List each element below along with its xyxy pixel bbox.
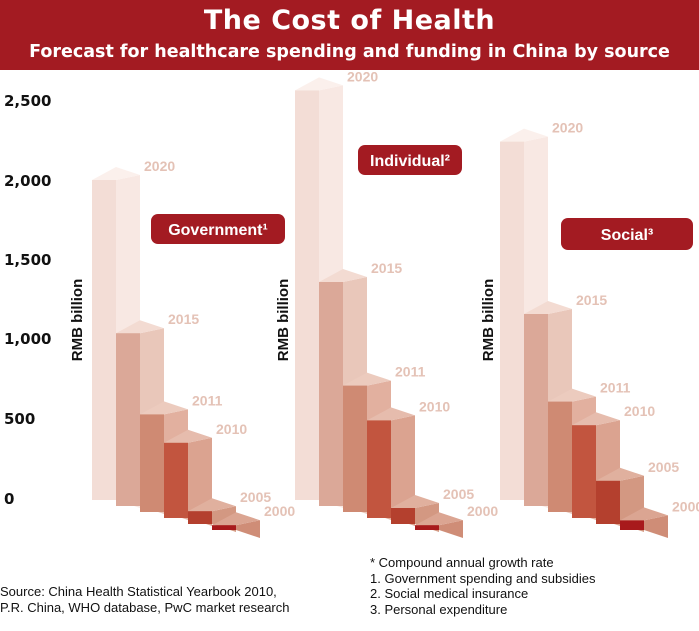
- bar: [295, 90, 319, 501]
- bar: [415, 525, 439, 530]
- year-label: 2000: [672, 498, 699, 514]
- bar: [92, 180, 116, 500]
- bar: [391, 508, 415, 524]
- bar: [188, 511, 212, 524]
- year-label: 2010: [216, 421, 247, 437]
- bar: [212, 525, 236, 530]
- y-tick-label: 2,500: [4, 92, 51, 110]
- bar: [319, 282, 343, 506]
- year-label: 2005: [443, 486, 474, 502]
- bar: [548, 401, 572, 512]
- bar-top: [164, 429, 212, 443]
- year-label: 2011: [192, 392, 223, 408]
- y-tick-label: 1,000: [4, 330, 51, 348]
- footnotes: * Compound annual growth rate 1. Governm…: [370, 555, 690, 617]
- year-label: 2015: [576, 292, 607, 308]
- footnote: 3. Personal expenditure: [370, 601, 508, 617]
- year-label: 2015: [168, 311, 199, 327]
- footnote: 2. Social medical insurance: [370, 586, 529, 601]
- year-label: 2010: [624, 403, 655, 419]
- year-label: 2005: [648, 459, 679, 475]
- bar-side: [439, 520, 463, 538]
- series-label-box: [561, 218, 693, 250]
- bar-top: [92, 167, 140, 180]
- y-axis-label: RMB billion: [69, 279, 86, 362]
- bar-top: [319, 269, 367, 282]
- bar-top: [524, 301, 572, 314]
- bar-top: [548, 388, 596, 402]
- year-label: 2015: [371, 260, 402, 276]
- bar-top: [596, 467, 644, 481]
- bar-top: [500, 128, 548, 142]
- page-subtitle: Forecast for healthcare spending and fun…: [29, 42, 670, 62]
- bar-side: [644, 515, 668, 538]
- bar-top: [140, 401, 188, 415]
- year-label: 2020: [144, 158, 175, 174]
- footnote: 1. Government spending and subsidies: [370, 570, 596, 586]
- bar: [524, 314, 548, 506]
- y-tick-label: 1,500: [4, 251, 51, 269]
- year-label: 2005: [240, 489, 271, 505]
- year-label: 2011: [600, 380, 631, 396]
- series-label-box: [151, 214, 285, 244]
- bar-top: [343, 372, 391, 386]
- year-label: 2011: [395, 364, 426, 380]
- bar-top: [295, 77, 343, 91]
- bar-top: [116, 320, 164, 334]
- footnote: * Compound annual growth rate: [370, 555, 554, 570]
- bar-side: [236, 520, 260, 538]
- year-label: 2000: [467, 503, 498, 519]
- bar: [367, 420, 391, 518]
- series-label: Social³: [601, 227, 653, 244]
- series-label: Government¹: [168, 222, 268, 239]
- source-line: P.R. China, WHO database, PwC market res…: [0, 600, 290, 615]
- bar: [572, 425, 596, 518]
- y-axis-label: RMB billion: [480, 279, 497, 362]
- page-title: The Cost of Health: [203, 5, 496, 36]
- y-tick-label: 500: [4, 410, 35, 428]
- year-label: 2020: [347, 68, 378, 84]
- source-note: Source: China Health Statistical Yearboo…: [0, 584, 340, 616]
- bar: [500, 141, 524, 500]
- bar-top: [391, 495, 439, 508]
- series-label: Individual²: [370, 153, 450, 170]
- year-label: 2000: [264, 503, 295, 519]
- bar: [164, 442, 188, 518]
- bar: [140, 414, 164, 512]
- y-axis-label: RMB billion: [275, 279, 292, 362]
- bar: [343, 385, 367, 512]
- bar-top: [212, 512, 260, 526]
- y-tick-label: 2,000: [4, 172, 51, 190]
- bar-top: [572, 412, 620, 426]
- bar: [116, 333, 140, 506]
- bar-top: [188, 498, 236, 512]
- source-line: Source: China Health Statistical Yearboo…: [0, 584, 277, 599]
- bar-top: [367, 407, 415, 421]
- bar: [596, 480, 620, 524]
- series-label-box: [358, 145, 462, 175]
- panel-social: RMB billion 2020 2015 2011 2010 2005 2000 Socia…: [480, 120, 699, 538]
- y-tick-label: 0: [4, 490, 14, 508]
- bar-top: [620, 507, 668, 521]
- year-label: 2010: [419, 398, 450, 414]
- header-banner: The Cost of Health Forecast for healthca…: [0, 0, 699, 70]
- bar: [620, 520, 644, 530]
- year-label: 2020: [552, 120, 583, 136]
- bar-top: [415, 512, 463, 526]
